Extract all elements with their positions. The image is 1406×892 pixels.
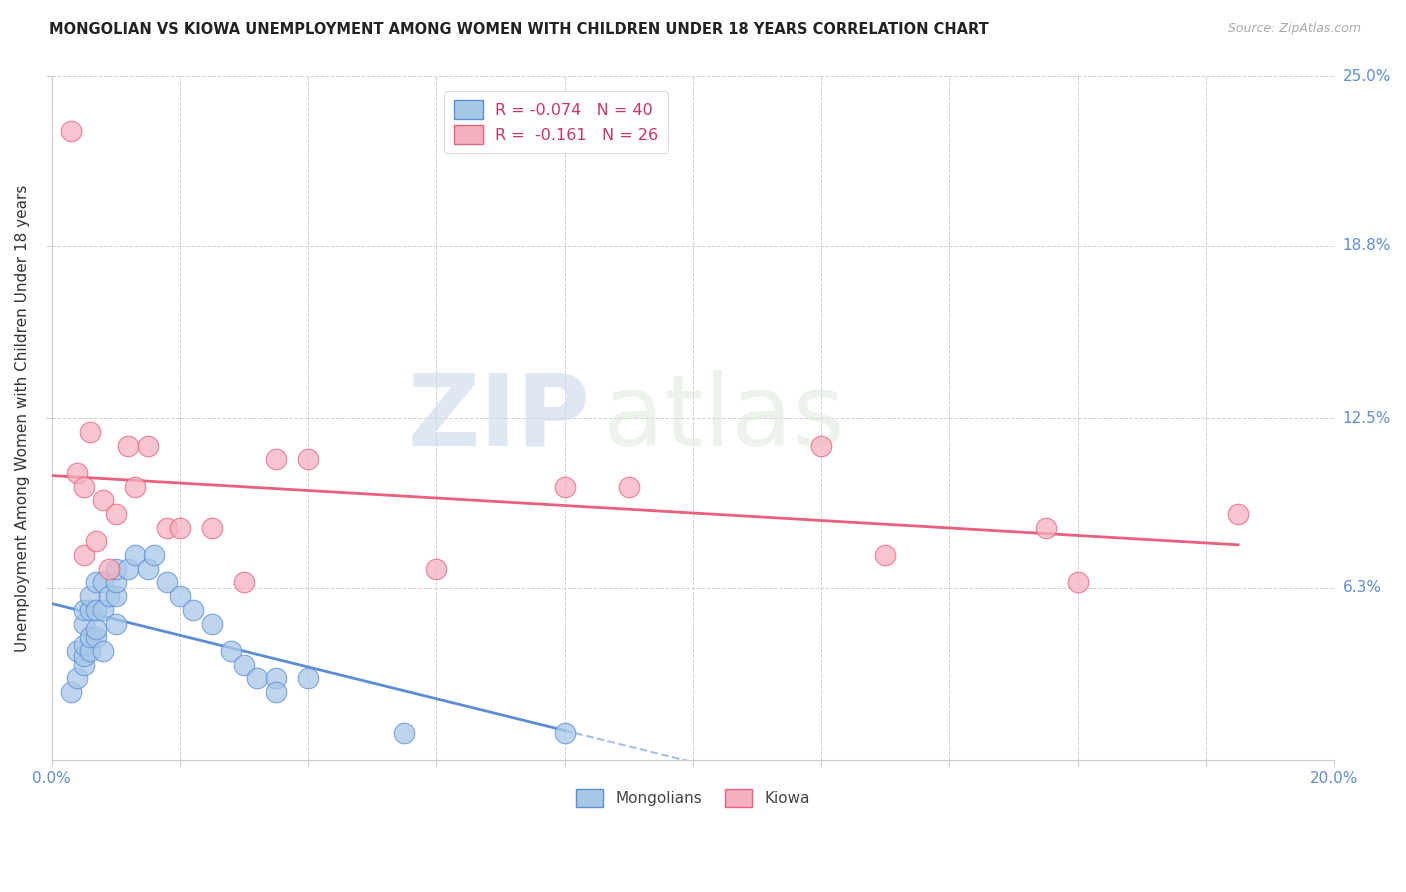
Point (104, 575, 127, 590)
Point (233, 575, 256, 590)
Point (66, 671, 89, 685)
Point (169, 589, 191, 603)
Point (104, 507, 127, 521)
Text: ZIP: ZIP (408, 369, 591, 467)
Point (79, 425, 101, 439)
Point (104, 562, 127, 576)
Point (297, 671, 319, 685)
Point (136, 562, 159, 576)
Point (72, 649, 94, 664)
Point (201, 521, 224, 535)
Point (425, 562, 447, 576)
Point (143, 548, 166, 562)
Point (98, 562, 121, 576)
Point (86, 603, 108, 617)
Point (124, 480, 146, 494)
Point (104, 589, 127, 603)
Point (554, 480, 576, 494)
Point (59, 124, 82, 138)
Point (79, 630, 101, 644)
Text: Source: ZipAtlas.com: Source: ZipAtlas.com (1227, 22, 1361, 36)
Point (246, 671, 269, 685)
Point (72, 616, 94, 631)
Point (201, 616, 224, 631)
Point (79, 644, 101, 658)
Point (181, 603, 204, 617)
Point (297, 452, 319, 467)
Point (875, 548, 897, 562)
Point (66, 644, 89, 658)
Text: 6.3%: 6.3% (1343, 581, 1382, 596)
Point (66, 466, 89, 480)
Point (98, 589, 121, 603)
Point (59, 685, 82, 699)
Point (117, 562, 139, 576)
Point (124, 548, 146, 562)
Point (86, 630, 108, 644)
Point (156, 521, 179, 535)
Point (86, 575, 108, 590)
Point (1227, 507, 1250, 521)
Point (219, 644, 242, 658)
Legend: Mongolians, Kiowa: Mongolians, Kiowa (568, 781, 818, 814)
Point (72, 603, 94, 617)
Point (72, 480, 94, 494)
Point (79, 603, 101, 617)
Point (72, 639, 94, 653)
Point (136, 439, 159, 453)
Text: 25.0%: 25.0% (1343, 69, 1391, 84)
Point (264, 452, 287, 467)
Point (86, 534, 108, 549)
Point (104, 616, 127, 631)
Point (72, 548, 94, 562)
Point (91, 575, 114, 590)
Point (554, 726, 576, 740)
Point (264, 671, 287, 685)
Point (264, 685, 287, 699)
Point (86, 622, 108, 636)
Point (1035, 521, 1057, 535)
Point (91, 644, 114, 658)
Text: MONGOLIAN VS KIOWA UNEMPLOYMENT AMONG WOMEN WITH CHILDREN UNDER 18 YEARS CORRELA: MONGOLIAN VS KIOWA UNEMPLOYMENT AMONG WO… (49, 22, 988, 37)
Text: atlas: atlas (603, 369, 845, 467)
Point (169, 521, 191, 535)
Point (1067, 575, 1090, 590)
Point (117, 439, 139, 453)
Point (394, 726, 416, 740)
Point (79, 589, 101, 603)
Point (156, 575, 179, 590)
Point (810, 439, 832, 453)
Point (91, 493, 114, 508)
Y-axis label: Unemployment Among Women with Children Under 18 years: Unemployment Among Women with Children U… (15, 185, 30, 652)
Point (233, 657, 256, 672)
Point (91, 603, 114, 617)
Point (617, 480, 640, 494)
Point (72, 657, 94, 672)
Text: 18.8%: 18.8% (1343, 238, 1391, 253)
Text: 12.5%: 12.5% (1343, 410, 1391, 425)
